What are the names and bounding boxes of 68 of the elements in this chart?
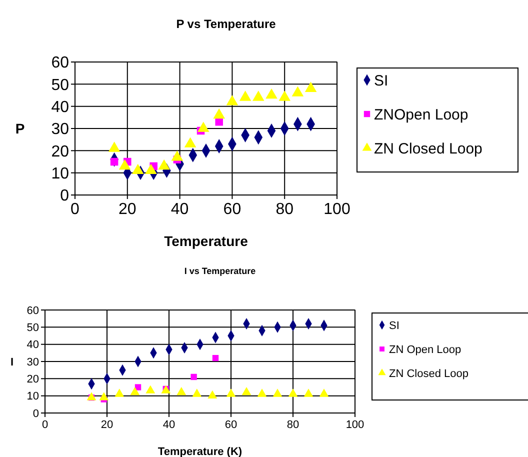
x-tick-label: 40 bbox=[162, 418, 176, 431]
point bbox=[146, 385, 156, 394]
y-tick-label: 60 bbox=[26, 304, 39, 317]
y-tick-label: 20 bbox=[51, 143, 70, 160]
x-tick-label: 40 bbox=[170, 200, 189, 218]
y-tick-label: 10 bbox=[51, 165, 70, 182]
point bbox=[252, 90, 264, 101]
point bbox=[197, 122, 210, 132]
y-axis-title: I bbox=[10, 356, 14, 368]
x-tick-label: 0 bbox=[42, 418, 48, 431]
point bbox=[114, 388, 124, 397]
y-tick-label: 10 bbox=[26, 390, 39, 403]
y-tick-label: 60 bbox=[51, 54, 70, 72]
point bbox=[212, 354, 219, 362]
point bbox=[278, 90, 290, 101]
x-tick-label: 80 bbox=[286, 418, 300, 431]
y-tick-label: 50 bbox=[26, 322, 39, 334]
y-axis-title: P bbox=[15, 120, 25, 136]
point bbox=[304, 388, 314, 397]
point bbox=[304, 82, 317, 92]
y-tick-label: 40 bbox=[51, 98, 70, 116]
point bbox=[99, 392, 109, 400]
point bbox=[134, 384, 142, 390]
point bbox=[292, 86, 304, 96]
x-axis-title: Temperature bbox=[164, 233, 248, 249]
chart-title: P vs Temperature bbox=[176, 17, 276, 31]
chart-title: I vs Temperature bbox=[184, 266, 256, 276]
point bbox=[190, 374, 197, 380]
legend-label: ZNOpen Loop bbox=[374, 106, 468, 124]
y-tick-label: 40 bbox=[26, 339, 39, 352]
point bbox=[272, 388, 282, 397]
x-tick-label: 100 bbox=[346, 418, 364, 431]
point bbox=[110, 158, 118, 166]
point bbox=[266, 88, 278, 99]
point bbox=[108, 142, 120, 152]
point bbox=[239, 90, 252, 101]
x-tick-label: 20 bbox=[118, 200, 136, 218]
point bbox=[213, 108, 225, 119]
legend-label: ZN Closed Loop bbox=[389, 368, 468, 380]
legend-label: ZN Open Loop bbox=[389, 344, 462, 356]
point bbox=[208, 390, 218, 399]
point bbox=[184, 137, 196, 148]
point bbox=[288, 388, 298, 397]
x-tick-label: 80 bbox=[276, 200, 294, 218]
y-tick-label: 30 bbox=[51, 121, 70, 138]
y-tick-label: 0 bbox=[60, 188, 70, 205]
x-tick-label: 100 bbox=[324, 200, 350, 218]
y-tick-label: 50 bbox=[51, 76, 70, 94]
point bbox=[226, 95, 238, 106]
x-tick-label: 60 bbox=[223, 200, 242, 218]
x-tick-label: 20 bbox=[100, 418, 114, 431]
y-tick-label: 20 bbox=[26, 374, 39, 386]
legend-label: SI bbox=[374, 72, 388, 90]
x-tick-label: 60 bbox=[224, 418, 238, 431]
point bbox=[242, 386, 252, 396]
point bbox=[171, 150, 184, 161]
point bbox=[215, 118, 223, 126]
legend-label: ZN Closed Loop bbox=[374, 140, 482, 158]
point bbox=[130, 386, 140, 396]
legend-label: SI bbox=[389, 320, 400, 332]
y-tick-label: 30 bbox=[26, 356, 39, 368]
y-tick-label: 0 bbox=[32, 408, 39, 420]
point bbox=[257, 388, 267, 397]
point bbox=[176, 386, 186, 396]
point bbox=[226, 388, 236, 397]
x-axis-title: Temperature (K) bbox=[158, 446, 242, 457]
point bbox=[319, 388, 329, 397]
point bbox=[192, 388, 202, 397]
